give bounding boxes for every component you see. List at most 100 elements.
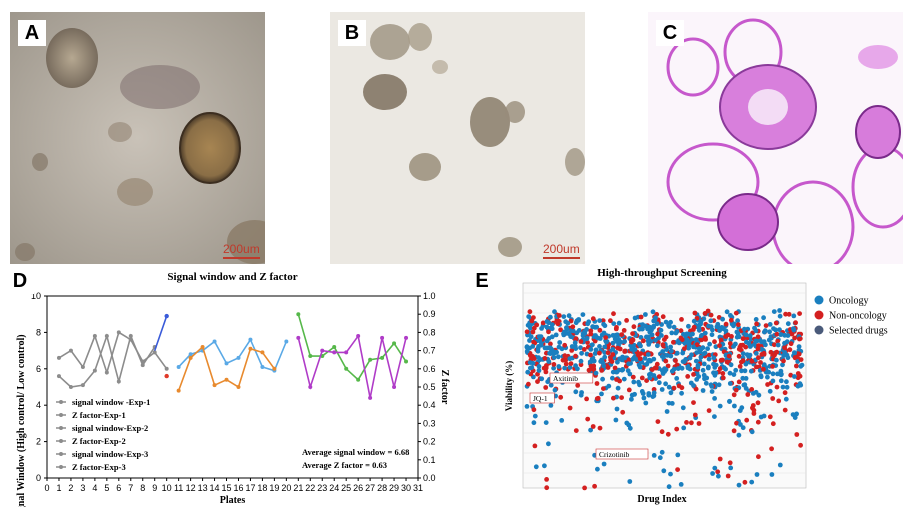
scatter-point [796, 344, 802, 349]
scatter-point [755, 400, 761, 406]
scatter-point [591, 366, 597, 372]
x-tick-label: 24 [329, 483, 339, 493]
series-point [320, 348, 325, 353]
scatter-point [590, 316, 596, 322]
x-tick-label: 12 [186, 483, 196, 493]
scatter-point [604, 339, 609, 345]
scatter-point [595, 395, 601, 401]
series-point [200, 344, 205, 349]
scatter-point [612, 365, 618, 371]
scatter-point [542, 463, 547, 469]
scatter-point [662, 369, 668, 374]
scatter-point [627, 371, 633, 377]
scatter-point [584, 396, 589, 402]
scatter-point [767, 329, 772, 335]
scatter-point [536, 334, 542, 339]
x-tick-label: 4 [92, 483, 97, 493]
scatter-point [621, 328, 627, 333]
scatter-point [646, 392, 652, 398]
scatter-point [594, 381, 600, 386]
scatter-point [712, 396, 717, 401]
x-tick-label: 26 [353, 483, 363, 493]
scatter-point [525, 369, 531, 375]
series-point [56, 355, 61, 360]
scatter-point [731, 392, 737, 398]
scatter-point [578, 345, 583, 351]
scatter-point [543, 365, 549, 371]
scatter-point [558, 327, 563, 333]
scatter-point [573, 353, 578, 359]
scatter-point [611, 311, 616, 317]
scatter-point [546, 320, 552, 326]
scatter-point [564, 325, 569, 331]
scatter-point [754, 321, 759, 327]
scatter-point [780, 384, 786, 390]
scatter-point [774, 357, 779, 363]
scatter-point [573, 336, 579, 341]
scatter-point [548, 403, 554, 408]
panel-a-label: A [18, 20, 46, 46]
scatter-point [549, 347, 554, 352]
series-point [248, 337, 253, 342]
series-point [380, 335, 385, 340]
scatter-point [784, 379, 789, 385]
scatter-point [638, 335, 644, 340]
scatter-point [720, 316, 725, 322]
scatter-point [526, 345, 532, 351]
scatter-point [590, 424, 596, 429]
scatter-point [663, 358, 669, 364]
scatter-point [674, 426, 680, 432]
scatter-point [797, 336, 802, 342]
scatter-point [708, 312, 714, 318]
scatter-point [599, 368, 605, 373]
scatter-point [653, 315, 658, 321]
scatter-point [695, 364, 701, 370]
y2-tick-label: 0.7 [423, 346, 436, 356]
scatter-point [717, 343, 722, 348]
legend-label: Non-oncology [829, 311, 887, 322]
scatter-point [664, 409, 670, 414]
panel-a-scale-text: 200um [223, 242, 260, 256]
scatter-point [700, 367, 706, 373]
scatter-point [717, 328, 722, 333]
scatter-point [593, 370, 599, 376]
scatter-point [771, 342, 777, 348]
scatter-point [573, 346, 579, 351]
scatter-point [713, 344, 719, 350]
scatter-point [546, 359, 552, 364]
x-tick-label: 13 [198, 483, 208, 493]
scatter-point [668, 471, 673, 477]
scatter-point [570, 324, 576, 330]
x-tick-label: 21 [293, 483, 303, 493]
scatter-point [749, 429, 755, 435]
scatter-point [526, 381, 531, 387]
scatter-point [602, 344, 608, 350]
scatter-point [748, 368, 754, 374]
scatter-point [728, 313, 733, 318]
scatter-point [548, 314, 553, 320]
chart-d-title: Signal window and Z factor [167, 271, 297, 283]
scatter-point [643, 312, 648, 317]
series-point [392, 341, 397, 346]
scatter-point [792, 374, 797, 379]
x-tick-label: 31 [413, 483, 423, 493]
scatter-point [770, 378, 776, 384]
scatter-point [727, 399, 732, 404]
scatter-point [539, 376, 545, 382]
scatter-point [545, 379, 551, 385]
scatter-point [593, 347, 599, 353]
scatter-point [773, 320, 779, 326]
scatter-point [728, 317, 734, 323]
scatter-point [629, 396, 634, 402]
scatter-point [680, 405, 686, 411]
scatter-point [735, 318, 740, 324]
scatter-point [783, 396, 789, 402]
panel-e-chart: High-throughput Screening Axitinib JQ-1 Cri… [466, 266, 906, 507]
scatter-point [728, 362, 734, 368]
scatter-point [770, 421, 776, 427]
scatter-point [619, 367, 625, 373]
scatter-point [556, 364, 562, 369]
scatter-point [543, 420, 549, 425]
scatter-point [732, 403, 737, 409]
scatter-point [783, 311, 788, 317]
